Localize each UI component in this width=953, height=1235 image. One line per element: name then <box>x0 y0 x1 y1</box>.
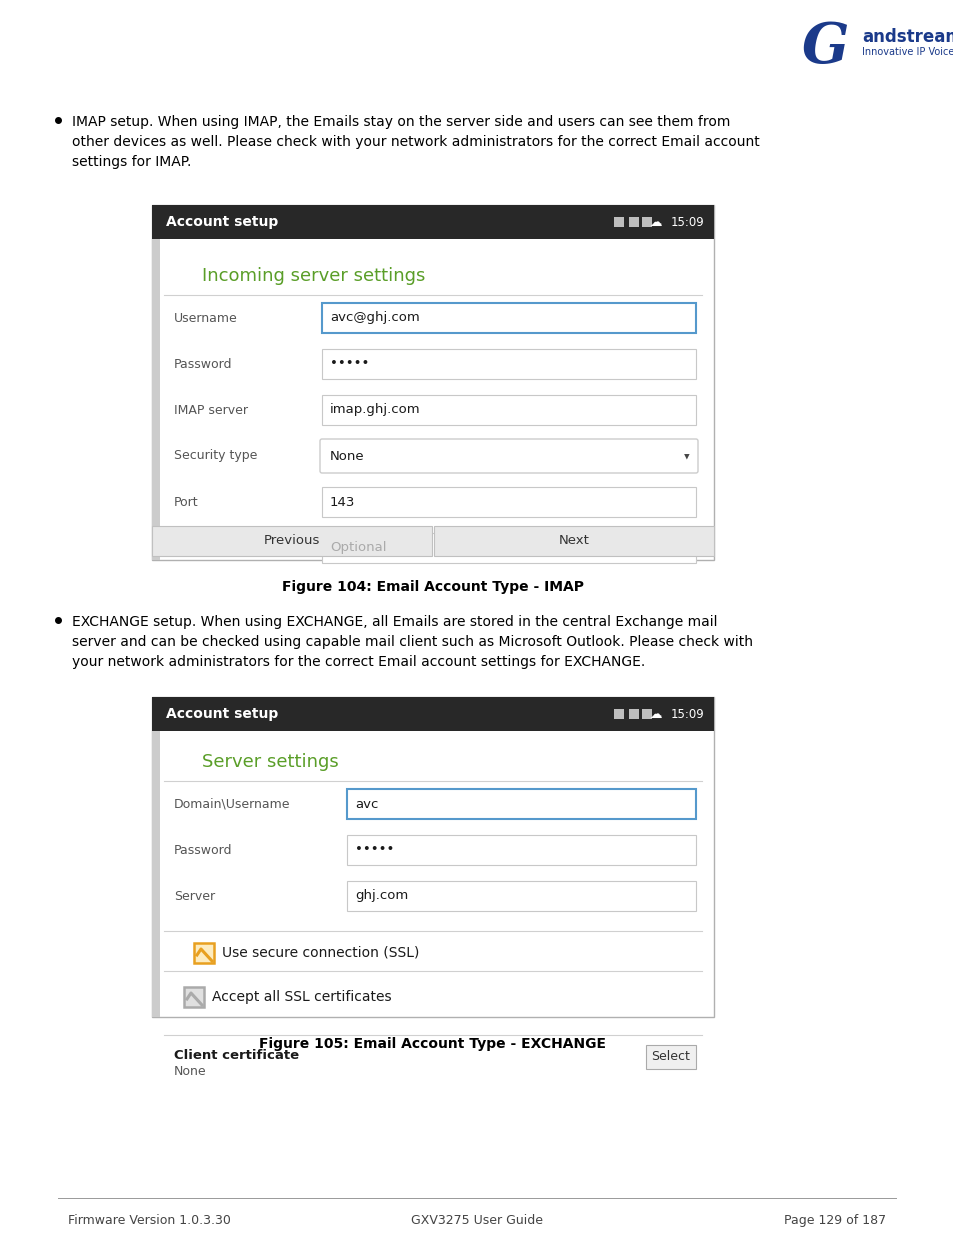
Text: ghj.com: ghj.com <box>355 889 408 903</box>
Text: G: G <box>801 20 848 75</box>
Text: 143: 143 <box>330 495 355 509</box>
Text: •••••: ••••• <box>355 844 394 857</box>
Text: Page 129 of 187: Page 129 of 187 <box>783 1214 885 1228</box>
Text: •••••: ••••• <box>330 357 369 370</box>
Bar <box>152 205 713 240</box>
Bar <box>614 709 623 719</box>
Text: Incoming server settings: Incoming server settings <box>202 267 425 285</box>
Text: Innovative IP Voice & Video: Innovative IP Voice & Video <box>862 47 953 57</box>
FancyBboxPatch shape <box>319 438 698 473</box>
Bar <box>152 205 160 559</box>
Text: Figure 105: Email Account Type - EXCHANGE: Figure 105: Email Account Type - EXCHANG… <box>259 1037 606 1051</box>
FancyBboxPatch shape <box>322 303 696 333</box>
Bar <box>152 697 713 1016</box>
Bar <box>641 217 651 227</box>
FancyBboxPatch shape <box>347 835 696 864</box>
Bar <box>152 697 713 731</box>
FancyBboxPatch shape <box>347 789 696 819</box>
FancyBboxPatch shape <box>322 487 696 517</box>
Text: IMAP server: IMAP server <box>173 404 248 416</box>
Text: Figure 104: Email Account Type - IMAP: Figure 104: Email Account Type - IMAP <box>282 580 583 594</box>
Bar <box>193 944 213 963</box>
Text: EXCHANGE setup. When using EXCHANGE, all Emails are stored in the central Exchan: EXCHANGE setup. When using EXCHANGE, all… <box>71 615 717 629</box>
Text: Server settings: Server settings <box>202 753 338 771</box>
Text: Security type: Security type <box>173 450 257 462</box>
Text: andstream: andstream <box>862 28 953 46</box>
Text: settings for IMAP.: settings for IMAP. <box>71 156 192 169</box>
Text: Password: Password <box>173 844 233 857</box>
Text: Client certificate: Client certificate <box>173 1049 299 1062</box>
Text: IMAP path prefix: IMAP path prefix <box>173 541 276 555</box>
Bar <box>645 1045 696 1070</box>
FancyBboxPatch shape <box>347 881 696 911</box>
Text: Password: Password <box>173 357 233 370</box>
Text: Use secure connection (SSL): Use secure connection (SSL) <box>222 946 419 960</box>
Text: server and can be checked using capable mail client such as Microsoft Outlook. P: server and can be checked using capable … <box>71 635 752 650</box>
Text: ▸: ▸ <box>680 453 690 459</box>
FancyBboxPatch shape <box>322 395 696 425</box>
Text: Select: Select <box>651 1051 690 1063</box>
Text: None: None <box>330 450 364 462</box>
Text: Account setup: Account setup <box>166 215 278 228</box>
Bar <box>152 205 713 559</box>
Text: your network administrators for the correct Email account settings for EXCHANGE.: your network administrators for the corr… <box>71 655 644 669</box>
Bar <box>641 709 651 719</box>
Text: other devices as well. Please check with your network administrators for the cor: other devices as well. Please check with… <box>71 135 759 149</box>
FancyBboxPatch shape <box>322 534 696 563</box>
Text: avc@ghj.com: avc@ghj.com <box>330 311 419 325</box>
Text: Account setup: Account setup <box>166 706 278 721</box>
Text: Username: Username <box>173 311 237 325</box>
Text: Port: Port <box>173 495 198 509</box>
FancyBboxPatch shape <box>322 350 696 379</box>
Text: Server: Server <box>173 889 214 903</box>
Text: Optional: Optional <box>330 541 386 555</box>
Bar <box>434 526 713 556</box>
Bar <box>628 709 639 719</box>
Text: Firmware Version 1.0.3.30: Firmware Version 1.0.3.30 <box>68 1214 231 1228</box>
Text: 15:09: 15:09 <box>670 215 703 228</box>
Text: avc: avc <box>355 798 378 810</box>
Bar <box>184 987 204 1007</box>
Text: Accept all SSL certificates: Accept all SSL certificates <box>212 990 392 1004</box>
Text: 15:09: 15:09 <box>670 708 703 720</box>
Bar <box>152 526 432 556</box>
Text: Next: Next <box>558 535 589 547</box>
Text: ☁: ☁ <box>649 215 661 228</box>
Text: Previous: Previous <box>264 535 320 547</box>
Bar <box>152 697 160 1016</box>
Text: IMAP setup. When using IMAP, the Emails stay on the server side and users can se: IMAP setup. When using IMAP, the Emails … <box>71 115 730 128</box>
Text: GXV3275 User Guide: GXV3275 User Guide <box>411 1214 542 1228</box>
Text: None: None <box>173 1065 207 1078</box>
Text: imap.ghj.com: imap.ghj.com <box>330 404 420 416</box>
Text: ☁: ☁ <box>649 708 661 720</box>
Text: Domain\Username: Domain\Username <box>173 798 291 810</box>
Bar <box>614 217 623 227</box>
Bar <box>628 217 639 227</box>
